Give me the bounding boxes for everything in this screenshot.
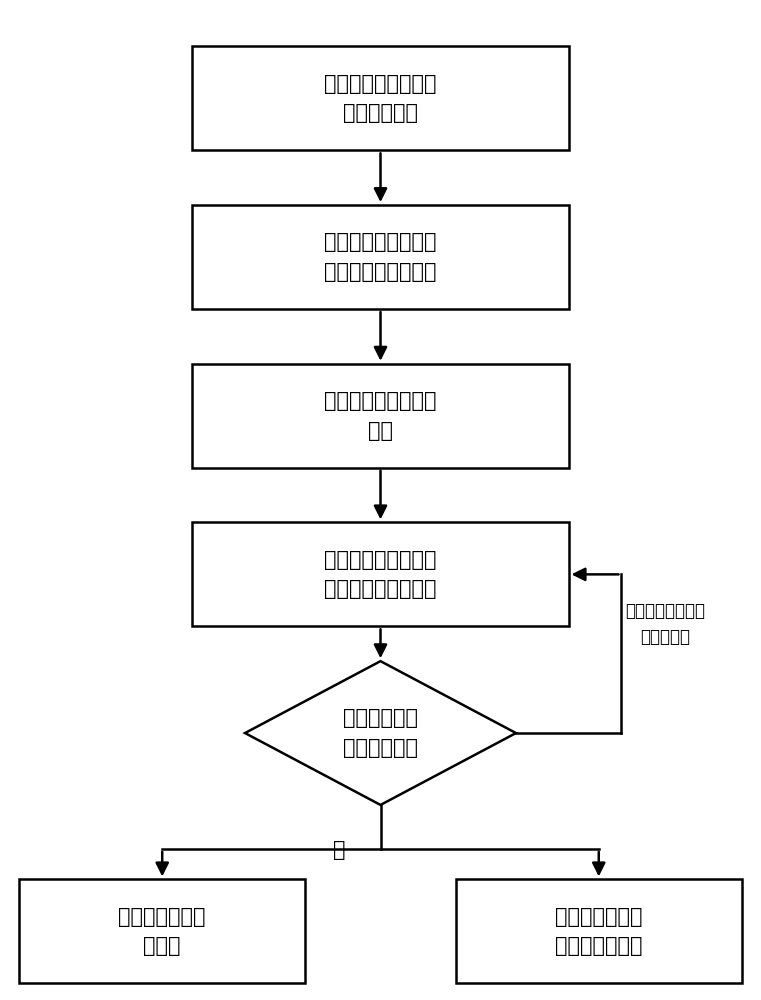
FancyBboxPatch shape — [193, 522, 568, 626]
Text: 否: 否 — [333, 840, 345, 860]
FancyBboxPatch shape — [193, 46, 568, 150]
FancyBboxPatch shape — [193, 364, 568, 468]
FancyBboxPatch shape — [456, 879, 742, 983]
Text: 参数化单元体幕墙模
拟装配得到幕墙模型: 参数化单元体幕墙模 拟装配得到幕墙模型 — [324, 550, 437, 599]
Text: 导出幕墙工程量
明细表: 导出幕墙工程量 明细表 — [119, 907, 206, 956]
Polygon shape — [245, 661, 516, 805]
Text: 建立参数化单元式幕
墙标准构件型材族库: 建立参数化单元式幕 墙标准构件型材族库 — [324, 232, 437, 282]
Text: 组装参数化单元式幕
墙族: 组装参数化单元式幕 墙族 — [324, 391, 437, 441]
Text: 检查幕墙模型
是否存在冲突: 检查幕墙模型 是否存在冲突 — [343, 708, 418, 758]
Text: 明确单元式幕墙形式
及其构成部件: 明确单元式幕墙形式 及其构成部件 — [324, 74, 437, 123]
Text: 导出平面图、大
样图及节点图纸: 导出平面图、大 样图及节点图纸 — [555, 907, 642, 956]
Text: 是，调整设计参数
或施工方案: 是，调整设计参数 或施工方案 — [625, 602, 705, 646]
FancyBboxPatch shape — [19, 879, 305, 983]
FancyBboxPatch shape — [193, 205, 568, 309]
